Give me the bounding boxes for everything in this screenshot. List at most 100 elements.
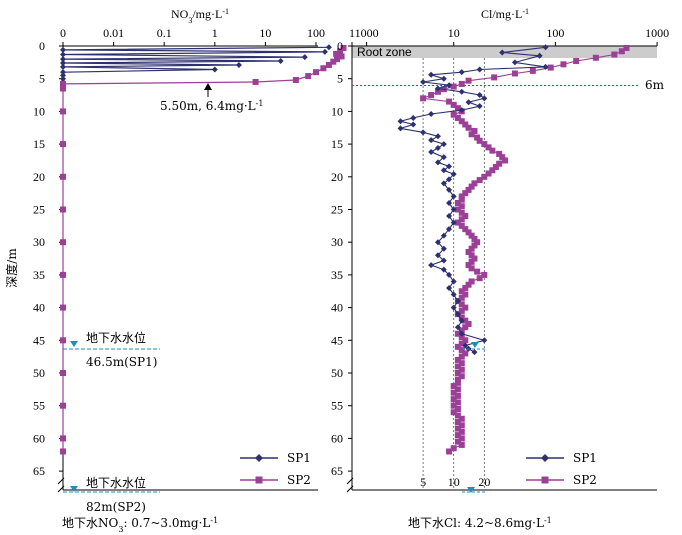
cl-sp2-point (454, 419, 461, 426)
cl-sp2-point (471, 180, 478, 187)
cl-sp1-point (542, 44, 549, 51)
cl-sp2-point (474, 268, 481, 275)
cl-sp2-point (454, 386, 461, 393)
cl-x-ticks: 110100100051020 (349, 26, 669, 489)
cl-sp2-point (454, 105, 461, 112)
cl-sp2-point (450, 389, 457, 396)
cl-sp1-point (440, 180, 447, 187)
cl-y-tick-label: 35 (331, 268, 343, 282)
no3-sp1-point (60, 72, 66, 79)
no3-sp2-point (60, 80, 66, 87)
annotation-text: 5.50m, 6.4mg·L-1 (160, 99, 263, 114)
no3-sp2-point (333, 56, 340, 63)
cl-sp2-point (474, 239, 481, 246)
no3-sp1-point (301, 54, 308, 61)
no3-sp1-point (321, 48, 328, 55)
no3-sp1-line (62, 46, 329, 82)
cl-sp2-point (465, 77, 472, 84)
no3-sp2-point (60, 402, 66, 409)
cl-sp2-point (454, 356, 461, 363)
cl-sp1-point (446, 226, 453, 233)
legend-sp1-marker-icon (255, 454, 263, 462)
cl-sp2-point (454, 432, 461, 439)
cl-sp2-point (611, 51, 618, 58)
no3-sp1-point (277, 58, 284, 65)
cl-sp1-point (476, 92, 483, 99)
groundwater-label-sp1: 地下水水位 (86, 330, 146, 345)
cl-sp1-point (450, 304, 457, 311)
cl-sp2-point (450, 383, 457, 390)
cl-sp1-point (446, 82, 453, 89)
cl-groundwater-bottom-marker-icon (467, 487, 475, 493)
cl-sp2-point (450, 83, 457, 90)
cl-panel: Cl/mg·L-1 Root zone 110100100051020 0510… (331, 7, 669, 531)
cl-sp2-point (454, 405, 461, 412)
cl-sp1-point (428, 148, 435, 155)
cl-sp1-point (450, 219, 457, 226)
cl-y-tick-label: 55 (331, 399, 343, 413)
cl-x-tick-label: 100 (546, 26, 564, 40)
cl-sp2-point (468, 232, 475, 239)
cl-sp1-point (446, 284, 453, 291)
cl-sp2-point (454, 199, 461, 206)
cl-sp1-point (428, 137, 435, 144)
cl-sp2-point (458, 196, 465, 203)
no3-sp1-point (60, 56, 66, 63)
cl-y-tick-label: 45 (331, 333, 343, 347)
cl-y-tick-label: 10 (331, 104, 343, 118)
cl-sp1-line (398, 46, 546, 353)
no3-sp2-point (60, 448, 66, 455)
cl-sp2-point (502, 157, 509, 164)
cl-sp2-point (481, 141, 488, 148)
cl-sp2-point (458, 360, 465, 367)
cl-sp2-point (450, 445, 457, 452)
cl-y-tick-label: 0 (337, 39, 343, 53)
cl-sp2-point (450, 396, 457, 403)
no3-sp2-point (333, 50, 340, 57)
no3-legend: SP1 SP2 (240, 451, 311, 487)
legend-sp2-marker-icon (255, 476, 263, 484)
cl-sp1-point (446, 199, 453, 206)
no3-sp2-point (60, 304, 66, 311)
no3-x-tick-label: 100 (307, 26, 325, 40)
cl-sp2-point (462, 350, 469, 357)
cl-sp2-point (462, 324, 469, 331)
no3-sp2-point (60, 435, 66, 442)
no3-y-ticks: 0 5 10 15 20 25 30 35 40 45 50 55 60 65 (33, 39, 63, 478)
six-meter-label: 6m (645, 78, 665, 92)
cl-sp2-point (462, 291, 469, 298)
cl-sp1-point (458, 330, 465, 337)
no3-sp2-point (60, 108, 66, 115)
cl-sp1-point (446, 186, 453, 193)
cl-sp1-point (454, 324, 461, 331)
annotation-arrow-head (204, 83, 212, 90)
cl-y-tick-label: 50 (331, 366, 343, 380)
no3-y-tick-label: 10 (33, 104, 45, 118)
no3-y-tick-label: 50 (33, 366, 45, 380)
cl-sp2-point (462, 190, 469, 197)
no3-panel: NO3/mg·L-1 0 0.01 0.1 1 10 100 1000 0510152025… (33, 7, 379, 534)
cl-legend-sp2-marker-icon (541, 476, 549, 484)
cl-sp2-point (450, 409, 457, 416)
cl-legend-sp1-marker-icon (541, 454, 549, 462)
cl-y-tick-label: 30 (331, 235, 343, 249)
cl-sp2-point (454, 370, 461, 376)
cl-sp1-point (440, 167, 447, 174)
no3-x-tick-label: 0.1 (157, 26, 172, 40)
cl-sp1-point (420, 78, 427, 85)
cl-legend-sp1-label: SP1 (573, 451, 597, 465)
cl-sp2-point (458, 216, 465, 223)
cl-sp2-point (462, 304, 469, 311)
cl-sp1-point (397, 118, 404, 125)
cl-sp1-point (450, 171, 457, 178)
cl-sp1-point (462, 342, 469, 349)
cl-sp1-point (481, 95, 488, 102)
no3-sp2-point (60, 271, 66, 278)
cl-sp2-point (471, 242, 478, 249)
cl-sp2-point (454, 379, 461, 386)
cl-sp1-point (458, 69, 465, 76)
cl-sp2-point (454, 343, 461, 350)
cl-sp2-point (465, 229, 472, 236)
cl-sp2-point (454, 412, 461, 419)
cl-sp2-point (465, 249, 472, 256)
